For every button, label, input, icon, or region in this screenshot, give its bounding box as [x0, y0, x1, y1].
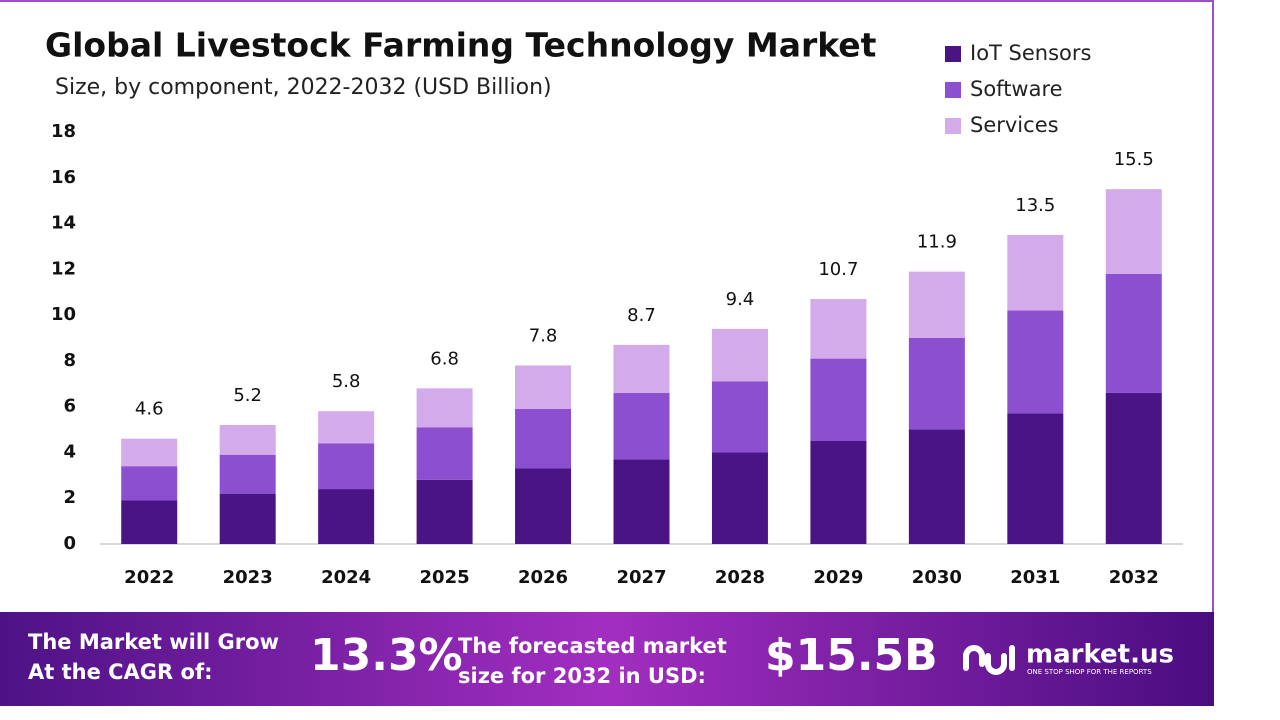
x-tick-label: 2027 [616, 567, 666, 588]
bar-segment [1007, 235, 1064, 311]
bar-segment [318, 411, 375, 444]
bar-segment [1105, 189, 1162, 274]
y-tick-label: 18 [51, 121, 76, 142]
y-tick-label: 2 [63, 487, 76, 508]
total-label: 8.7 [627, 305, 656, 326]
y-tick-label: 6 [63, 396, 76, 417]
x-tick-label: 2022 [124, 567, 174, 588]
bar-segment [121, 466, 178, 501]
total-label: 11.9 [917, 232, 957, 253]
total-label: 5.2 [233, 385, 262, 406]
y-tick-label: 10 [51, 304, 76, 325]
legend-label: IoT Sensors [970, 41, 1091, 65]
bar-segment [416, 479, 473, 544]
brand-logo [963, 645, 1015, 675]
bar-segment [219, 454, 276, 494]
chart-subtitle: Size, by component, 2022-2032 (USD Billi… [55, 75, 552, 100]
bar-segment [711, 381, 768, 453]
forecast-label: The forecasted market [458, 634, 727, 658]
total-label: 4.6 [135, 399, 164, 420]
y-tick-label: 4 [63, 441, 76, 462]
bar-segment [318, 489, 375, 544]
bar-segment [908, 429, 965, 544]
bar-segment [711, 328, 768, 382]
brand-tagline: ONE STOP SHOP FOR THE REPORTS [1027, 668, 1152, 676]
bar-segment [810, 441, 867, 544]
bar-segment [711, 452, 768, 544]
chart-title: Global Livestock Farming Technology Mark… [45, 26, 877, 65]
bar-segment [515, 468, 572, 544]
legend-swatch [945, 82, 961, 98]
bar-segment [1105, 273, 1162, 393]
cagr-label: The Market will Grow [28, 630, 279, 654]
bar-segment [613, 459, 670, 544]
x-tick-label: 2029 [813, 567, 863, 588]
total-label: 13.5 [1015, 195, 1055, 216]
bar-segment [810, 358, 867, 441]
x-tick-label: 2024 [321, 567, 371, 588]
bar-segment [1007, 310, 1064, 414]
legend-label: Software [970, 77, 1063, 101]
footer-banner: The Market will Grow At the CAGR of: 13.… [0, 612, 1214, 706]
bar-segment [121, 438, 178, 467]
legend-label: Services [970, 113, 1059, 137]
legend-swatch [945, 118, 961, 134]
x-tick-label: 2030 [912, 567, 962, 588]
x-tick-label: 2023 [223, 567, 273, 588]
bar-segment [416, 388, 473, 428]
bar-segment [219, 493, 276, 544]
y-tick-label: 0 [63, 533, 76, 554]
x-tick-label: 2031 [1010, 567, 1060, 588]
legend-swatch [945, 46, 961, 62]
bar-segment [1007, 413, 1064, 544]
bar-segment [318, 443, 375, 490]
bar-segment [810, 299, 867, 359]
bar-segment [908, 338, 965, 430]
x-tick-label: 2026 [518, 567, 568, 588]
bar-segment [515, 365, 572, 409]
x-tick-label: 2032 [1109, 567, 1159, 588]
total-label: 15.5 [1114, 149, 1154, 170]
cagr-value: 13.3% [310, 630, 463, 681]
y-tick-label: 12 [51, 258, 76, 279]
x-tick-label: 2028 [715, 567, 765, 588]
brand: market.us [1026, 640, 1174, 670]
forecast-label: size for 2032 in USD: [458, 664, 706, 688]
total-label: 6.8 [430, 348, 459, 369]
cagr-label: At the CAGR of: [28, 660, 213, 684]
bar-segment [613, 344, 670, 393]
bar-segment [416, 427, 473, 480]
total-label: 7.8 [529, 325, 558, 346]
bar-segment [219, 424, 276, 455]
bar-segment [908, 271, 965, 338]
y-tick-label: 14 [51, 213, 76, 234]
forecast-value: $15.5B [765, 630, 938, 681]
bar-segment [1105, 392, 1162, 544]
bar-segment [515, 408, 572, 469]
total-label: 10.7 [818, 259, 858, 280]
bar-segment [613, 392, 670, 460]
x-tick-label: 2025 [420, 567, 470, 588]
bar-segment [121, 500, 178, 544]
total-label: 9.4 [726, 289, 755, 310]
y-tick-label: 16 [51, 167, 76, 188]
total-label: 5.8 [332, 371, 361, 392]
y-tick-label: 8 [63, 350, 76, 371]
